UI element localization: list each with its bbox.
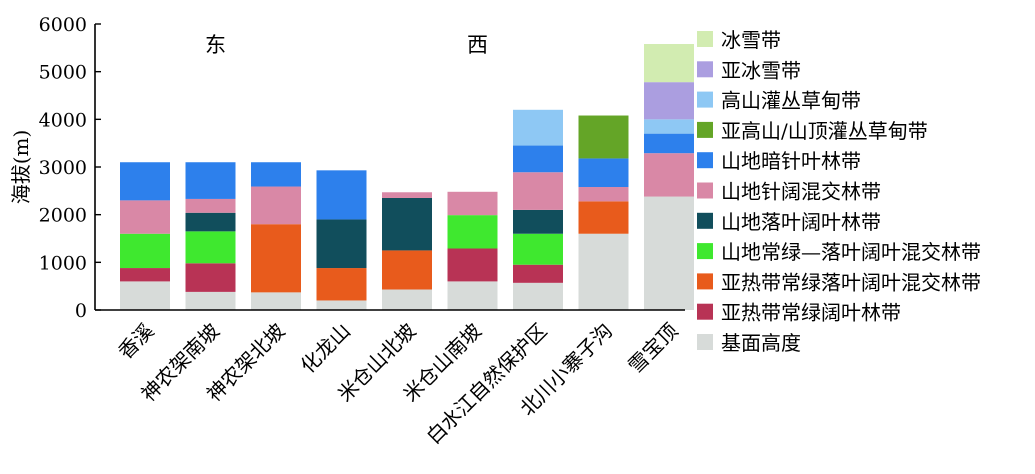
bar-segment <box>382 192 432 198</box>
bars-layer <box>120 44 694 310</box>
bar-segment <box>513 233 563 265</box>
axes-layer: 0100020003000400050006000海拔(m)香溪神农架南坡神农架… <box>9 14 685 449</box>
region-label: 西 <box>467 33 488 57</box>
bar-segment <box>251 292 301 310</box>
bar-segment <box>447 191 498 216</box>
legend-swatch <box>697 243 713 260</box>
bar-segment <box>120 281 170 310</box>
bar-segment <box>447 281 498 310</box>
legend-label: 山地常绿—落叶阔叶混交林带 <box>721 240 981 264</box>
bar-segment <box>578 201 629 234</box>
bar-segment <box>644 133 694 154</box>
bar-segment <box>382 289 432 310</box>
legend-swatch <box>697 334 713 350</box>
legend-label: 山地针阔混交林带 <box>721 180 881 204</box>
y-tick-label: 4000 <box>39 109 87 131</box>
bar-segment <box>513 172 563 210</box>
bar-segment <box>382 250 432 290</box>
legend-label: 亚冰雪带 <box>721 58 801 82</box>
bar-segment <box>513 264 563 283</box>
bar-segment <box>513 145 563 173</box>
legend-label: 高山灌丛草甸带 <box>721 89 861 113</box>
legend-swatch <box>697 303 713 320</box>
legend-label: 亚热带常绿阔叶林带 <box>721 301 901 325</box>
bar-segment <box>316 219 367 269</box>
bar-segment <box>120 268 170 282</box>
bar-segment <box>578 158 629 188</box>
bar-segment <box>447 215 498 249</box>
legend-swatch <box>697 152 713 169</box>
bar-segment <box>447 248 498 282</box>
y-axis-title: 海拔(m) <box>9 130 33 205</box>
bar-segment <box>251 224 301 293</box>
legend-swatch <box>697 121 713 138</box>
bar-segment <box>513 109 563 146</box>
legend-swatch <box>697 182 713 199</box>
bar-segment <box>120 200 170 234</box>
legend-swatch <box>697 91 713 108</box>
y-tick-label: 6000 <box>39 14 87 36</box>
legend-swatch <box>697 61 713 78</box>
bar-segment <box>120 233 170 269</box>
bar-segment <box>644 82 694 120</box>
bar-segment <box>251 186 301 225</box>
x-category-label: 化龙山 <box>296 319 355 378</box>
bar-segment <box>578 115 629 159</box>
bar-segment <box>185 263 236 292</box>
legend-label: 亚热带常绿落叶阔叶混交林带 <box>721 270 981 294</box>
y-tick-label: 0 <box>75 300 87 322</box>
y-tick-label: 1000 <box>39 252 87 274</box>
legend-label: 亚高山/山顶灌丛草甸带 <box>721 119 928 143</box>
bar-segment <box>316 170 367 220</box>
legend-label: 基面高度 <box>721 331 801 355</box>
bar-segment <box>185 198 236 213</box>
bar-segment <box>185 212 236 232</box>
legend-label: 山地落叶阔叶林带 <box>721 210 881 234</box>
x-category-label: 白水江自然保护区 <box>421 319 551 449</box>
y-tick-label: 3000 <box>39 157 87 179</box>
y-tick-label: 2000 <box>39 205 87 227</box>
legend-label: 冰雪带 <box>721 28 781 52</box>
x-category-label: 雪宝顶 <box>623 319 682 378</box>
legend-swatch <box>697 273 713 290</box>
bar-segment <box>513 282 563 310</box>
legend-swatch <box>697 31 713 47</box>
bar-segment <box>513 209 563 234</box>
bar-segment <box>644 44 694 83</box>
bar-segment <box>316 300 367 310</box>
bar-segment <box>578 233 629 310</box>
legend-label: 山地暗针叶林带 <box>721 149 861 173</box>
bar-segment <box>644 119 694 134</box>
bar-segment <box>185 162 236 199</box>
legend-swatch <box>697 212 713 229</box>
bar-segment <box>644 196 694 310</box>
bar-segment <box>120 162 170 201</box>
x-category-label: 香溪 <box>113 319 158 364</box>
y-tick-label: 5000 <box>39 62 87 84</box>
bar-segment <box>185 291 236 310</box>
region-label: 东 <box>205 33 226 57</box>
legend: 冰雪带亚冰雪带高山灌丛草甸带亚高山/山顶灌丛草甸带山地暗针叶林带山地针阔混交林带… <box>697 28 981 355</box>
bar-segment <box>185 231 236 264</box>
bar-segment <box>316 268 367 301</box>
bar-segment <box>644 153 694 197</box>
bar-segment <box>251 162 301 187</box>
bar-segment <box>382 197 432 251</box>
bar-segment <box>578 187 629 202</box>
